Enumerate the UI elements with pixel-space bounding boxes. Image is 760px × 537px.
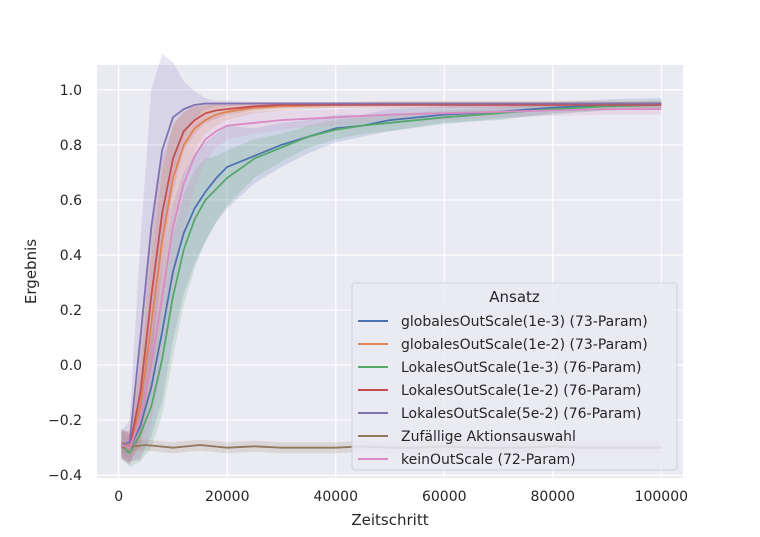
legend-entry-0: globalesOutScale(1e-3) (73-Param) xyxy=(401,314,648,330)
y-tick-label: 0.4 xyxy=(60,248,82,264)
y-tick-label: 0.6 xyxy=(60,193,82,209)
confidence-band-3 xyxy=(121,102,662,465)
y-tick-label: 0.2 xyxy=(60,303,82,319)
legend-entry-5: Zufällige Aktionsauswahl xyxy=(401,429,576,445)
x-tick-label: 0 xyxy=(114,489,123,505)
y-tick-label: 1.0 xyxy=(60,83,82,99)
x-tick-label: 100000 xyxy=(635,489,688,505)
series-line-3 xyxy=(121,104,662,449)
y-axis-ticks: −0.4 −0.2 0.0 0.2 0.4 0.6 0.8 1.0 xyxy=(48,83,82,484)
y-tick-label: 0.0 xyxy=(60,358,82,374)
legend-entry-2: LokalesOutScale(1e-3) (76-Param) xyxy=(401,360,641,376)
y-axis-label: Ergebnis xyxy=(22,239,40,304)
confidence-band-1 xyxy=(121,100,662,462)
series-line-6 xyxy=(121,108,662,449)
y-tick-label: 0.8 xyxy=(60,138,82,154)
x-tick-label: 20000 xyxy=(205,489,250,505)
legend-entry-3: LokalesOutScale(1e-2) (76-Param) xyxy=(401,383,641,399)
legend: Ansatz globalesOutScale(1e-3) (73-Param) g… xyxy=(351,282,678,471)
confidence-band-4 xyxy=(121,54,662,465)
x-axis-ticks: 0 20000 40000 60000 80000 100000 xyxy=(114,489,688,505)
series-line-2 xyxy=(120,104,662,455)
x-tick-label: 80000 xyxy=(531,489,576,505)
x-axis-label: Zeitschritt xyxy=(351,511,428,529)
y-tick-label: −0.4 xyxy=(48,468,82,484)
series-lines xyxy=(120,102,662,455)
legend-entry-4: LokalesOutScale(5e-2) (76-Param) xyxy=(401,406,641,422)
legend-entry-1: globalesOutScale(1e-2) (73-Param) xyxy=(401,337,648,353)
y-tick-label: −0.2 xyxy=(48,413,82,429)
legend-entry-6: keinOutScale (72-Param) xyxy=(401,452,576,468)
x-tick-label: 40000 xyxy=(313,489,358,505)
series-line-4 xyxy=(121,102,662,446)
x-tick-label: 60000 xyxy=(422,489,467,505)
legend-box xyxy=(351,282,678,471)
legend-title: Ansatz xyxy=(489,288,540,306)
